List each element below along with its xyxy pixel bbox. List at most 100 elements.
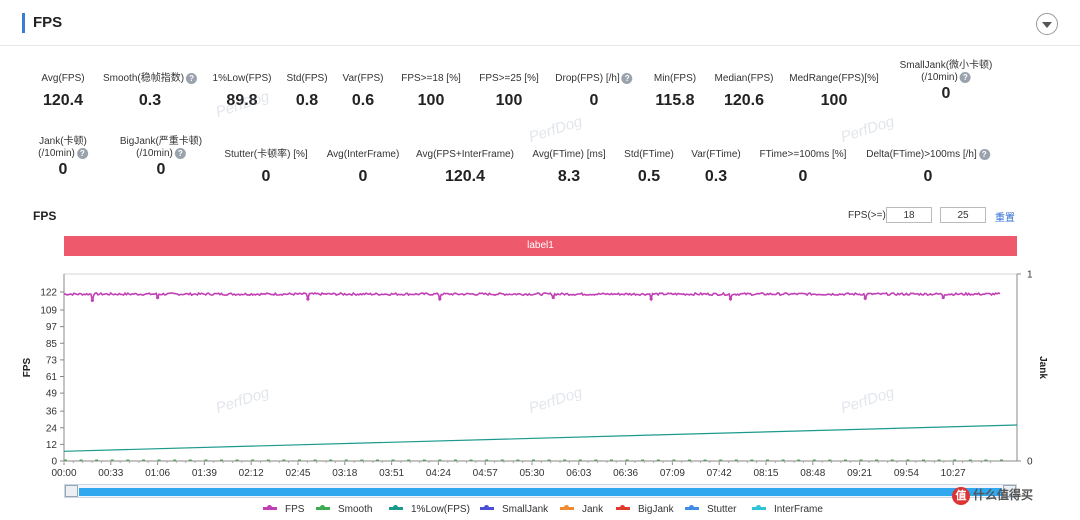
stat-label: MedRange(FPS)[%]: [789, 73, 879, 84]
stat-value: 0.3: [138, 92, 162, 109]
threshold-high-input[interactable]: [940, 207, 986, 223]
stat-value: 100: [417, 92, 445, 109]
x-tick-label: 00:00: [51, 468, 76, 479]
y-tick-label: 85: [46, 339, 58, 350]
legend-label: Smooth: [338, 504, 373, 515]
legend-swatch: [263, 504, 277, 510]
y-tick-label: 73: [46, 355, 58, 366]
help-icon[interactable]: ?: [186, 73, 198, 84]
legend-swatch: [480, 504, 494, 510]
legend-label: SmallJank: [502, 504, 549, 515]
stat-label: 1%Low(FPS): [212, 73, 272, 84]
fps-dip-point: [155, 295, 160, 300]
stat-2: 1%Low(FPS) 89.8: [213, 73, 272, 111]
x-tick-label: 08:48: [800, 468, 825, 479]
reset-link[interactable]: 重置: [995, 213, 1015, 224]
help-icon[interactable]: ?: [76, 148, 88, 159]
stat-value: 120.6: [723, 92, 765, 109]
help-icon[interactable]: ?: [959, 72, 971, 83]
legend-swatch: [685, 504, 699, 510]
legend-item[interactable]: 1%Low(FPS): [389, 504, 470, 516]
label-bar[interactable]: label1: [64, 236, 1017, 256]
x-tick-label: 01:06: [145, 468, 170, 479]
fps-dip-point: [649, 297, 653, 301]
x-tick-label: 04:57: [473, 468, 498, 479]
x-tick-label: 07:09: [660, 468, 685, 479]
legend-item[interactable]: Jank: [560, 504, 603, 516]
collapse-button[interactable]: [1036, 13, 1058, 35]
time-range-slider[interactable]: [64, 484, 1017, 498]
stat-4: Avg(FPS+InterFrame) 120.4: [416, 149, 514, 187]
help-icon[interactable]: ?: [174, 148, 186, 159]
brand-text: 什么值得买: [973, 488, 1034, 502]
plot-area: [63, 273, 1018, 462]
stat-label: SmallJank(微小卡顿): [899, 60, 993, 71]
stat-value: 120.4: [42, 92, 84, 109]
stat-label: Drop(FPS) [/h]?: [555, 73, 633, 85]
stat-label: Avg(FTime) [ms]: [532, 149, 606, 160]
y2-tick-label: 1: [1027, 270, 1033, 281]
y-axis-label: FPS: [22, 357, 33, 377]
stat-label: Median(FPS): [714, 73, 774, 84]
stat-value: 0: [941, 85, 951, 102]
stat-0: Jank(卡顿) (/10min)? 0: [38, 136, 88, 180]
y-tick-label: 109: [40, 306, 57, 317]
legend-swatch: [316, 504, 330, 510]
stat-label: Jank(卡顿): [39, 136, 87, 147]
stat-label: FPS>=25 [%]: [479, 73, 539, 84]
stat-label: Delta(FTime)>100ms [/h]?: [866, 149, 990, 161]
help-icon[interactable]: ?: [621, 73, 633, 84]
y-tick-label: 24: [46, 423, 58, 434]
fps-dip-point: [438, 297, 442, 301]
legend-item[interactable]: Smooth: [316, 504, 372, 516]
stat-7: Drop(FPS) [/h]? 0: [555, 73, 633, 111]
fps-dip-point: [306, 297, 310, 301]
chart-title: FPS: [33, 209, 57, 223]
y-tick-label: 61: [46, 372, 58, 383]
threshold-label: FPS(>=): [848, 210, 886, 221]
stat-label: FTime>=100ms [%]: [759, 149, 847, 160]
stat-value: 0: [358, 168, 368, 185]
legend-label: InterFrame: [774, 504, 823, 515]
legend-item[interactable]: SmallJank: [480, 504, 548, 516]
help-icon[interactable]: ?: [978, 149, 990, 160]
legend-swatch: [389, 504, 403, 510]
x-tick-label: 06:03: [566, 468, 591, 479]
stat-value: 0.8: [295, 92, 319, 109]
stat-8: FTime>=100ms [%] 0: [760, 149, 847, 187]
legend-item[interactable]: FPS: [263, 504, 304, 516]
stat-4: Var(FPS) 0.6: [343, 73, 384, 111]
threshold-low-input[interactable]: [886, 207, 932, 223]
stat-value: 0: [261, 168, 271, 185]
stat-label: BigJank(严重卡顿): [119, 136, 203, 147]
stat-value: 0: [923, 168, 933, 185]
fps-dip-point: [863, 296, 867, 300]
watermark-text: PerfDog: [838, 112, 897, 147]
stat-5: FPS>=18 [%] 100: [401, 73, 460, 111]
slider-handle-right[interactable]: [1003, 485, 1016, 497]
slider-range-fill[interactable]: [79, 488, 1002, 496]
chart-legend: FPS Smooth 1%Low(FPS) SmallJank Jank BigJank S…: [0, 504, 1080, 518]
legend-item[interactable]: Stutter: [685, 504, 736, 516]
stat-11: SmallJank(微小卡顿) (/10min)? 0: [900, 60, 993, 104]
legend-item[interactable]: BigJank: [616, 504, 674, 516]
stat-7: Var(FTime) 0.3: [691, 149, 740, 187]
stat-6: Std(FTime) 0.5: [624, 149, 674, 187]
y-tick-label: 122: [40, 288, 57, 299]
stat-value: 0: [156, 161, 166, 178]
stat-9: Delta(FTime)>100ms [/h]? 0: [866, 149, 990, 187]
x-tick-label: 00:33: [98, 468, 123, 479]
stat-label-unit: (/10min)?: [120, 148, 202, 160]
panel-title: FPS: [22, 13, 62, 33]
fps-dip-point: [941, 295, 945, 300]
y-tick-label: 49: [46, 389, 58, 400]
fps-dip-point: [551, 295, 555, 300]
stat-label: Avg(FPS): [41, 73, 85, 84]
stat-3: Avg(InterFrame) 0: [327, 149, 400, 187]
slider-handle-left[interactable]: [65, 485, 78, 497]
watermark-text: PerfDog: [526, 112, 585, 147]
x-tick-label: 01:39: [192, 468, 217, 479]
stat-value: 0: [58, 161, 68, 178]
legend-item[interactable]: InterFrame: [752, 504, 823, 516]
x-tick-label: 09:54: [894, 468, 919, 479]
